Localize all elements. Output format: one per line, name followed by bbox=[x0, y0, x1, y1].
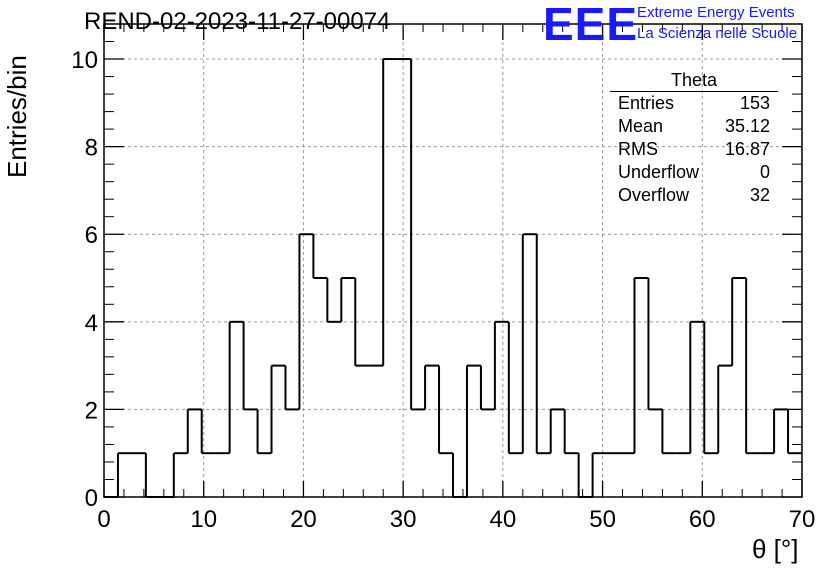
stats-value: 153 bbox=[739, 93, 770, 113]
x-tick-label: 30 bbox=[390, 506, 417, 533]
y-tick-label: 10 bbox=[71, 47, 98, 74]
tick-labels: 0 10 20 30 40 50 60 70 0 2 4 6 8 10 bbox=[71, 47, 815, 533]
stats-value: 32 bbox=[749, 185, 770, 205]
grid-lines bbox=[104, 24, 802, 497]
x-tick-label: 20 bbox=[290, 506, 317, 533]
stats-value: 35.12 bbox=[724, 116, 770, 136]
stats-value: 16.87 bbox=[724, 139, 770, 159]
stats-label: Entries bbox=[618, 93, 675, 113]
x-tick-label: 70 bbox=[789, 506, 816, 533]
chart-title: REND-02-2023-11-27-00074 bbox=[84, 8, 391, 35]
stats-label: Underflow bbox=[618, 162, 700, 182]
stats-value: 0 bbox=[759, 162, 770, 182]
x-axis-label: θ [°] bbox=[752, 534, 799, 564]
stats-row-overflow: Overflow 32 bbox=[610, 184, 778, 207]
stats-label: Overflow bbox=[618, 185, 690, 205]
eee-logo: EEE bbox=[543, 0, 639, 50]
stats-row-underflow: Underflow 0 bbox=[610, 161, 778, 184]
stats-row-entries: Entries 153 bbox=[610, 92, 778, 115]
brand-line-2: La Scienza nelle Scuole bbox=[637, 25, 798, 42]
x-tick-label: 0 bbox=[97, 506, 110, 533]
y-tick-label: 2 bbox=[85, 397, 98, 424]
y-tick-label: 0 bbox=[85, 485, 98, 512]
y-tick-label: 8 bbox=[85, 135, 98, 162]
axis-ticks bbox=[103, 24, 803, 498]
brand-line-1: Extreme Energy Events bbox=[637, 4, 795, 21]
stats-row-mean: Mean 35.12 bbox=[610, 115, 778, 138]
stats-title: Theta bbox=[610, 70, 778, 92]
plot-frame bbox=[103, 23, 803, 498]
stats-label: RMS bbox=[618, 139, 658, 159]
x-tick-label: 10 bbox=[190, 506, 217, 533]
stats-label: Mean bbox=[618, 116, 664, 136]
stats-row-rms: RMS 16.87 bbox=[610, 138, 778, 161]
y-tick-label: 6 bbox=[85, 222, 98, 249]
x-tick-label: 40 bbox=[490, 506, 517, 533]
y-tick-label: 4 bbox=[85, 310, 98, 337]
y-axis-label: Entries/bin bbox=[2, 55, 32, 178]
x-tick-label: 50 bbox=[589, 506, 616, 533]
stats-box: Theta Entries 153 Mean 35.12 RMS 16.87 U… bbox=[610, 70, 778, 207]
x-tick-label: 60 bbox=[689, 506, 716, 533]
